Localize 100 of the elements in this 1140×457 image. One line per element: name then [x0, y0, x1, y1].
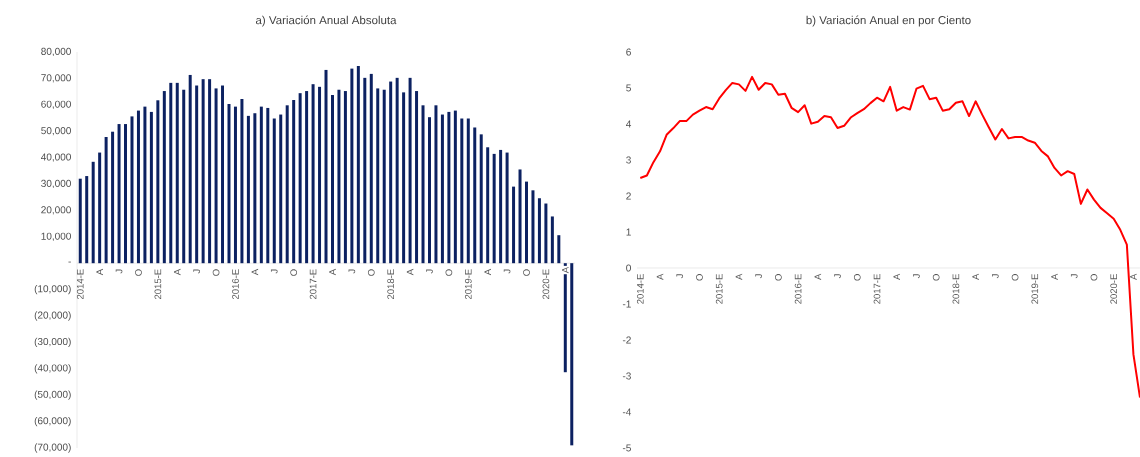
x-tick-label: O [523, 269, 530, 276]
x-tick-label: J [834, 274, 841, 279]
x-tick-label: A [1051, 273, 1058, 280]
bar [563, 263, 567, 373]
bar [499, 149, 503, 264]
x-tick-label: O [135, 269, 142, 276]
y-tick-label: 20,000 [41, 206, 71, 215]
bar [240, 98, 244, 264]
bar [382, 89, 386, 264]
y-tick-label: (30,000) [34, 337, 71, 348]
y-tick-label: (50,000) [34, 390, 71, 400]
chart-title: b) Variación Anual en por Ciento [806, 15, 971, 27]
x-tick-label: A [972, 273, 979, 280]
bar [143, 106, 147, 264]
bar [227, 103, 231, 264]
bar [408, 77, 412, 264]
y-tick-label: (10,000) [34, 284, 71, 295]
x-tick-label: A [173, 268, 181, 276]
bar [272, 118, 276, 264]
bar [324, 69, 328, 264]
bar [208, 79, 212, 264]
bar [104, 136, 108, 264]
x-tick-label: A [893, 273, 900, 280]
bar [233, 106, 237, 264]
x-tick-label: O [1011, 274, 1019, 281]
x-tick-label: 2018-E [952, 274, 960, 304]
y-tick-label: 40,000 [41, 153, 71, 162]
x-tick-label: 2014-E [636, 274, 644, 304]
x-tick-label: O [367, 269, 375, 276]
y-tick-label: 0 [626, 264, 631, 272]
bar [492, 153, 496, 264]
x-tick-label: A [562, 266, 569, 274]
bar [214, 88, 218, 264]
x-tick-label: O [290, 269, 298, 276]
bar [149, 111, 153, 264]
x-tick-label: 2014-E [76, 269, 84, 300]
bar [518, 169, 522, 264]
bar [182, 89, 186, 264]
bar [311, 84, 315, 264]
x-tick-label: A [735, 273, 743, 280]
x-tick-label: J [1070, 274, 1078, 279]
x-tick-label: 2017-E [309, 269, 317, 300]
x-tick-label: A [484, 268, 491, 276]
bar [524, 181, 528, 264]
x-tick-label: 2016-E [232, 269, 239, 300]
bar [531, 190, 535, 264]
bar [85, 176, 89, 264]
bar [330, 95, 334, 264]
bar [440, 114, 444, 264]
y-tick-label: 80,000 [41, 47, 71, 57]
y-tick-label: 3 [626, 156, 631, 164]
bar [156, 100, 160, 264]
y-tick-label: 30,000 [41, 179, 71, 189]
x-tick-label: 2019-E [1031, 274, 1039, 304]
x-tick-label: J [992, 274, 999, 279]
y-tick-label: (40,000) [34, 364, 71, 374]
bar [318, 86, 322, 264]
y-tick-label: (70,000) [34, 443, 71, 453]
x-tick-label: J [348, 269, 356, 274]
bar [376, 88, 380, 264]
x-tick-label: O [696, 274, 703, 281]
bar [427, 117, 431, 264]
x-tick-label: O [1090, 274, 1098, 281]
bar [447, 111, 451, 264]
bar [402, 92, 406, 264]
bar [356, 65, 360, 264]
y-tick-label: -5 [622, 444, 631, 452]
bar [259, 106, 263, 264]
bar [292, 100, 296, 264]
x-tick-label: J [193, 269, 200, 274]
bar [195, 85, 199, 264]
x-tick-label: O [853, 274, 861, 281]
bar [169, 82, 173, 264]
bar [124, 124, 128, 264]
bar [136, 110, 140, 264]
bar [460, 118, 464, 264]
x-tick-label: O [212, 269, 220, 276]
bar [389, 81, 393, 264]
x-tick-label: J [676, 274, 684, 279]
x-tick-label: J [913, 274, 920, 279]
x-tick-label: O [445, 269, 453, 276]
x-tick-label: 2015-E [715, 274, 723, 304]
y-tick-label: -3 [622, 372, 631, 380]
x-tick-label: A [406, 268, 414, 276]
x-tick-label: 2015-E [154, 269, 162, 300]
x-tick-label: J [115, 269, 123, 274]
bar [279, 114, 283, 264]
bar [78, 178, 82, 264]
x-tick-label: J [270, 269, 278, 274]
x-tick-label: J [426, 269, 433, 274]
bar [486, 147, 490, 264]
bar [350, 68, 354, 264]
bar [91, 161, 95, 264]
x-tick-label: J [755, 274, 762, 279]
bar [570, 263, 574, 446]
x-tick-label: 2016-E [794, 274, 802, 304]
x-tick-label: A [1130, 273, 1137, 280]
bar [512, 186, 516, 264]
y-tick-label: 70,000 [41, 74, 71, 83]
bar [337, 89, 341, 264]
